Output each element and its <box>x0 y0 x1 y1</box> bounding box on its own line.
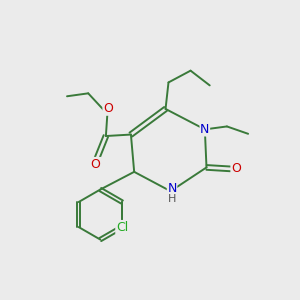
Text: O: O <box>91 158 100 170</box>
Text: Cl: Cl <box>116 220 128 234</box>
Text: O: O <box>231 162 241 176</box>
Text: O: O <box>103 102 113 115</box>
Text: N: N <box>200 123 209 136</box>
Text: N: N <box>167 182 177 195</box>
Text: H: H <box>168 194 176 204</box>
